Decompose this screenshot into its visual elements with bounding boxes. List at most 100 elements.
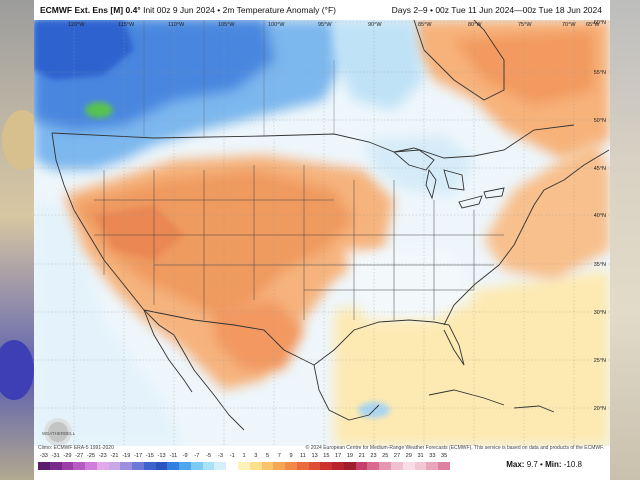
- scale-swatch: [355, 462, 368, 470]
- forecast-map-panel: ECMWF Ext. Ens [M] 0.4° Init 00z 9 Jun 2…: [34, 0, 610, 480]
- scale-label: -21: [110, 453, 119, 459]
- lake-michigan: [425, 168, 437, 200]
- lat-label: 20°N: [594, 406, 606, 412]
- lat-label: 60°N: [594, 20, 606, 26]
- variable-name: 2m Temperature Anomaly (°F): [222, 5, 336, 15]
- hispaniola: [513, 405, 555, 413]
- model-name: ECMWF Ext. Ens [M]: [40, 5, 124, 15]
- scale-label: 15: [323, 453, 330, 459]
- scale-swatch: [367, 462, 380, 470]
- background-right: [610, 0, 640, 480]
- us-canada-border: [51, 124, 575, 159]
- scale-bar: [38, 462, 450, 470]
- climo-credit: Climo: ECMWF ERA-5 1991-2020: [38, 445, 114, 451]
- period-days: Days 2–9: [391, 5, 428, 15]
- lake-ontario: [483, 187, 505, 199]
- logo-mark: WEATHERBELL: [42, 418, 76, 446]
- scale-swatch: [390, 462, 403, 470]
- scale-label: 5: [265, 453, 270, 459]
- lon-label: 100°W: [268, 22, 285, 28]
- scale-label: -27: [75, 453, 84, 459]
- scale-label: 1: [242, 453, 246, 459]
- scale-swatch: [261, 462, 274, 470]
- warm-anomaly-quebec-core: [454, 30, 594, 105]
- scale-swatch: [402, 462, 415, 470]
- scale-swatch: [214, 462, 227, 470]
- lat-label: 25°N: [594, 358, 606, 364]
- credits: Climo: ECMWF ERA-5 1991-2020 © 2024 Euro…: [34, 445, 610, 453]
- scale-swatch: [190, 462, 203, 470]
- west-coast: [51, 132, 245, 431]
- scale-label: -7: [194, 453, 200, 459]
- lat-label: 45°N: [594, 166, 606, 172]
- lon-label: 65°W: [586, 22, 600, 28]
- weatherbell-logo: WEATHERBELL: [38, 412, 92, 446]
- scale-label: -19: [122, 453, 131, 459]
- color-scale: -33 -31 -29 -27 -25 -23 -21 -19 -17 -15 -13 -11 -9 -7…: [38, 453, 450, 477]
- scale-labels: -33 -31 -29 -27 -25 -23 -21 -19 -17 -15 -13 -11 -9 -7…: [38, 453, 450, 461]
- lon-label: 95°W: [318, 22, 332, 28]
- anomaly-map: 120°W 115°W 110°W 105°W 100°W 95°W 90°W …: [34, 20, 610, 446]
- background-blob: [0, 340, 34, 400]
- scale-label: -9: [182, 453, 188, 459]
- lat-label: 35°N: [594, 262, 606, 268]
- scale-label: 29: [405, 453, 412, 459]
- lake-superior: [392, 149, 435, 171]
- scale-label: -5: [206, 453, 212, 459]
- scale-label: -23: [98, 453, 107, 459]
- lon-label: 115°W: [118, 22, 135, 28]
- scale-label: -17: [134, 453, 143, 459]
- warm-anomaly-mexico: [214, 300, 304, 370]
- model-resolution: 0.4°: [125, 5, 141, 15]
- scale-swatch: [49, 462, 62, 470]
- scale-label: -11: [169, 453, 178, 459]
- mexico-gulf-coast: [313, 364, 380, 421]
- cold-anomaly-deep: [34, 20, 134, 80]
- scale-label: -31: [51, 453, 60, 459]
- scale-swatch: [155, 462, 168, 470]
- max-label: Max:: [506, 460, 525, 469]
- gulf-coast: [313, 319, 465, 366]
- scale-swatch: [96, 462, 109, 470]
- scale-label: -15: [145, 453, 154, 459]
- scale-swatch: [285, 462, 297, 470]
- scale-label: 33: [429, 453, 436, 459]
- anomaly-map-svg: 120°W 115°W 110°W 105°W 100°W 95°W 90°W …: [34, 20, 610, 446]
- min-label: Min:: [545, 460, 562, 469]
- max-min-stats: Max: 9.7 • Min: -10.8: [506, 460, 582, 469]
- scale-swatch: [226, 462, 239, 470]
- lon-label: 75°W: [518, 22, 532, 28]
- scale-label: 35: [440, 453, 448, 459]
- scale-swatch: [38, 462, 50, 470]
- scale-label: -25: [86, 453, 96, 459]
- longitude-labels: 120°W 115°W 110°W 105°W 100°W 95°W 90°W …: [68, 22, 600, 28]
- scale-swatch: [320, 462, 333, 470]
- lat-label: 55°N: [594, 70, 606, 76]
- scale-swatch: [296, 462, 309, 470]
- scale-swatch: [332, 462, 344, 470]
- scale-label: -1: [229, 453, 235, 459]
- atlantic-coast: [443, 149, 610, 326]
- scale-label: 27: [393, 453, 401, 459]
- scale-label: 31: [417, 453, 424, 459]
- scale-swatch: [249, 462, 262, 470]
- lat-label: 50°N: [594, 118, 606, 124]
- lon-label: 70°W: [562, 22, 576, 28]
- scale-label: -33: [39, 453, 48, 459]
- lat-label: 30°N: [594, 310, 606, 316]
- boundaries: [51, 20, 610, 431]
- stats-separator: •: [540, 460, 543, 469]
- lon-label: 120°W: [68, 22, 85, 28]
- warm-anomaly-east-coast: [484, 140, 610, 280]
- min-value: -10.8: [563, 460, 582, 469]
- near-normal-southeast: [344, 250, 474, 320]
- cuba: [428, 389, 505, 406]
- scale-label: 7: [277, 453, 281, 459]
- scale-swatch: [238, 462, 250, 470]
- scale-label: 25: [382, 453, 389, 459]
- valid-range: 00z Tue 11 Jun 2024—00z Tue 18 Jun 2024: [435, 5, 602, 15]
- scale-swatch: [379, 462, 391, 470]
- warm-anomaly-great-basin: [94, 205, 184, 260]
- init-time: Init 00z 9 Jun 2024: [143, 5, 215, 15]
- scale-label: 9: [289, 453, 293, 459]
